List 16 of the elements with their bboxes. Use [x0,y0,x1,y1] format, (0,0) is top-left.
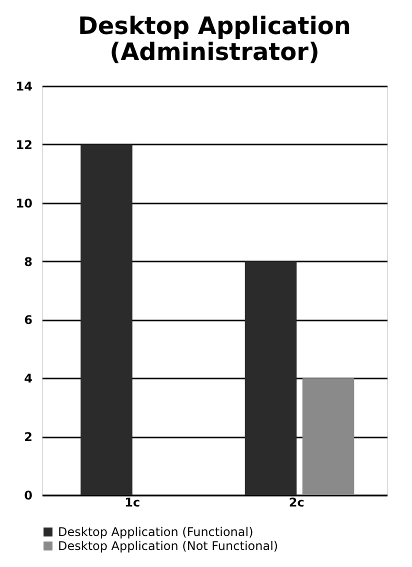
y-tick-label: 8 [24,254,32,269]
y-tick-label: 6 [24,313,32,328]
bar [244,261,297,495]
bar [80,144,132,495]
legend-label: Desktop Application (Not Functional) [58,539,278,553]
y-tick-label: 0 [24,488,32,502]
y-tick-label: 12 [16,138,32,152]
bar [302,378,354,495]
y-tick-label: 14 [16,80,32,94]
x-tick-label: 2c [288,496,304,510]
y-tick-label: 2 [24,430,32,444]
y-tick-label: 4 [24,372,32,386]
chart-title: Desktop Application (Administrator) [78,12,352,66]
y-tick-label: 10 [16,196,32,210]
legend-label: Desktop Application (Functional) [58,525,254,539]
x-tick-label: 1c [124,496,140,510]
